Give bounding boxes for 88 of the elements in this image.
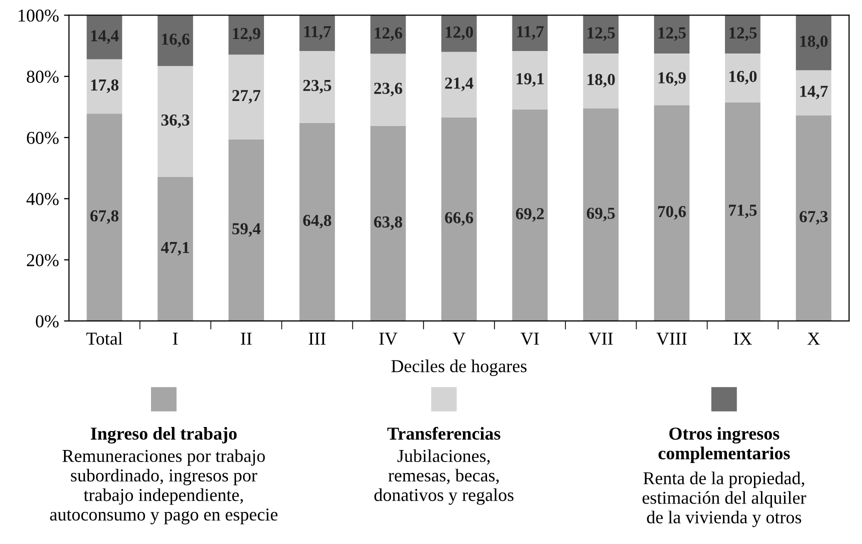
data-label: 63,8 [374, 216, 402, 230]
data-label: 36,3 [161, 114, 190, 128]
x-tick-label: Total [86, 332, 122, 345]
bar [86, 15, 122, 60]
data-label: 67,3 [800, 211, 828, 225]
data-label: 12,5 [729, 27, 757, 41]
bar [583, 15, 619, 54]
bar [370, 15, 406, 54]
data-label: 14,7 [800, 86, 828, 100]
bar [654, 15, 690, 54]
text: Renta de la propiedad, estimación del alquiler de la vivienda y otros [642, 472, 806, 528]
data-label: 70,6 [658, 206, 686, 220]
bar [370, 126, 406, 321]
data-label: 23,6 [374, 82, 402, 96]
data-label: 27,7 [232, 90, 260, 104]
data-label: 12,6 [374, 27, 402, 42]
data-label: 69,2 [516, 208, 544, 222]
x-tick-label: IX [734, 332, 752, 345]
bar [724, 53, 760, 102]
x-tick-label: X [807, 332, 820, 345]
data-label: 14,4 [91, 30, 119, 44]
data-label: 12,5 [658, 27, 686, 41]
bar [299, 15, 335, 51]
data-label: 71,5 [729, 204, 757, 218]
bar [796, 115, 832, 321]
data-label: 16,9 [658, 72, 686, 86]
bar [158, 66, 194, 177]
bar [512, 15, 548, 51]
data-label: 47,1 [160, 242, 190, 256]
y-tick-label: 20% [26, 254, 59, 266]
data-label: 16,0 [729, 70, 757, 84]
bar [512, 109, 548, 321]
data-label: 19,1 [516, 73, 544, 87]
bar [228, 54, 264, 140]
text: Jubilaciones, remesas, becas, donativos y regalos [374, 449, 514, 505]
y-tick-label: 80% [26, 70, 59, 83]
bar [724, 15, 760, 54]
y-tick-label: 40% [26, 192, 59, 206]
bar [796, 15, 832, 70]
data-label: 23,5 [303, 80, 332, 94]
data-label: 17,8 [91, 79, 118, 94]
bar [228, 139, 264, 321]
bar [654, 53, 690, 106]
legend-label: Ingreso del trabajo [90, 427, 237, 444]
x-tick-label: V [452, 332, 466, 345]
data-label: 69,5 [586, 208, 615, 222]
bar [512, 51, 548, 110]
x-tick-label: VIII [656, 332, 687, 345]
x-tick-label: II [240, 332, 252, 345]
bar [583, 108, 619, 321]
data-label: 12,5 [588, 27, 615, 41]
bar [299, 122, 335, 321]
bar [158, 15, 194, 66]
bar [441, 52, 477, 118]
data-label: 18,0 [800, 36, 828, 50]
y-tick-label: 100% [18, 9, 59, 22]
x-axis-title: Deciles de hogares [391, 360, 527, 376]
y-tick-label: 0% [36, 315, 59, 328]
x-tick-label: I [172, 332, 178, 345]
bar [724, 102, 760, 321]
x-tick-label: III [308, 332, 326, 345]
data-label: 16,6 [162, 34, 190, 48]
data-label: 59,4 [232, 223, 261, 237]
bar [158, 176, 194, 321]
data-label: 64,8 [303, 214, 332, 228]
x-tick-label: VII [588, 332, 613, 345]
legend-label: Transferencias [387, 426, 500, 440]
bar [370, 54, 406, 126]
x-tick-label: IV [379, 332, 398, 345]
bar [86, 114, 122, 321]
x-tick-label: VI [520, 332, 539, 345]
data-label: 12,9 [233, 28, 260, 42]
data-label: 12,0 [446, 26, 473, 40]
legend-label: Otros ingresos complementarios [658, 427, 790, 464]
bar [583, 53, 619, 108]
bar [796, 70, 832, 116]
bar [86, 59, 122, 114]
data-label: 67,8 [90, 210, 118, 224]
data-label: 18,0 [588, 74, 615, 88]
data-label: 66,6 [445, 212, 474, 226]
bar [441, 117, 477, 321]
bar [654, 105, 690, 321]
bar [299, 51, 335, 123]
text: Remuneraciones por trabajo subordinado, ingresos por trabajo independiente, autoconsumo y pago en especie [50, 449, 278, 524]
data-label: 11,7 [517, 26, 544, 40]
data-label: 11,7 [304, 26, 331, 40]
data-label: 21,4 [445, 78, 474, 92]
y-tick-label: 60% [26, 132, 59, 144]
